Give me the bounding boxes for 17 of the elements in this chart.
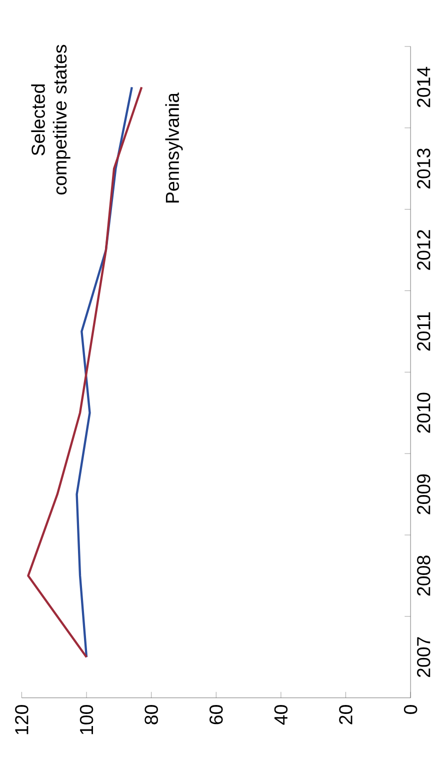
- x-tick-label: 80: [144, 705, 158, 724]
- x-tick-label: 20: [339, 705, 352, 724]
- x-tick-label: 0: [404, 705, 418, 714]
- y-tick-label: 2008: [416, 556, 430, 596]
- x-tick-label: 120: [14, 705, 28, 734]
- y-tick-label: 2012: [416, 230, 430, 270]
- text: Pennsylvania: [165, 92, 183, 202]
- x-tick-label: 40: [274, 705, 288, 725]
- x-tick-label: 100: [80, 705, 94, 734]
- y-tick-label: 2009: [416, 474, 430, 514]
- text: Selected competitive states: [31, 44, 70, 194]
- x-tick-label: 60: [209, 705, 223, 724]
- y-tick-label: 2013: [416, 148, 430, 189]
- y-tick-label: 2011: [416, 312, 430, 351]
- y-tick-label: 2007: [416, 637, 430, 678]
- y-tick-label: 2014: [416, 66, 430, 108]
- y-tick-label: 2010: [416, 392, 430, 433]
